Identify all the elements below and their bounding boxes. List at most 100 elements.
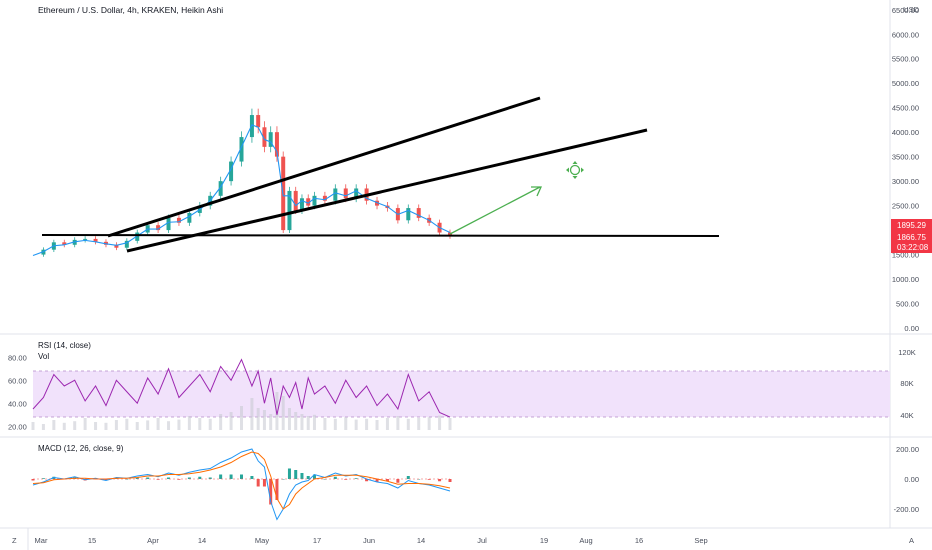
price-tick-label: 4000.00 [892,128,919,137]
macd-histogram-bar [41,478,45,479]
rsi-label: RSI (14, close) [38,341,91,350]
candle-body [114,244,119,248]
rsi-tick-label: 80.00 [8,353,27,362]
volume-bar [262,410,266,430]
time-tick-label: Mar [35,536,48,545]
volume-bar [323,418,327,430]
macd-histogram-bar [396,479,400,483]
candle-body [256,115,261,128]
macd-histogram-bar [438,479,442,482]
upper-trendline[interactable] [107,96,541,238]
candle-body [312,195,317,206]
time-tick-label: 14 [417,536,425,545]
volume-bar [229,412,233,430]
candle-body [406,208,411,221]
auto-scale-icon[interactable]: A [909,536,914,545]
candle-body [187,212,192,223]
price-tick-label: 3000.00 [892,177,919,186]
volume-bar [125,418,129,430]
candle-body [416,208,421,218]
candle-body [333,188,338,201]
volume-bar [269,414,273,430]
volume-bar [83,418,87,430]
macd-label: MACD (12, 26, close, 9) [38,444,124,453]
candle-body [322,195,327,201]
macd-histogram-bar [262,479,266,487]
candle-body [268,132,273,147]
price-tick-label: 500.00 [896,300,919,309]
last-price: 1895.29 [897,221,926,230]
macd-axis: 200.00 0.00 -200.00 [894,445,919,514]
volume-bar [275,392,279,430]
macd-histogram-bar [365,479,369,482]
candle-body [274,132,279,157]
volume-bar [114,420,118,430]
time-axis: Mar 15 Apr 14 May 17 Jun 14 Jul 19 Aug 16 Sep [35,536,708,545]
macd-histogram-bar [333,476,337,479]
macd-histogram-bar [229,474,233,479]
crosshair-move-icon[interactable] [566,161,584,179]
countdown-timer: 03:22:08 [897,243,929,252]
arrow-head-icon [531,186,543,197]
macd-line [32,448,451,521]
vol-label: Vol [38,352,49,361]
candle-body [306,198,311,206]
middle-trendline[interactable] [126,128,648,253]
rsi-pane[interactable] [32,358,451,418]
volume-bar [187,416,191,430]
time-tick-label: Jun [363,536,375,545]
macd-histogram-bar [135,477,139,479]
macd-tick-label: 200.00 [896,445,919,454]
macd-histogram-bar [104,479,108,481]
price-tick-label: 0.00 [904,324,919,333]
macd-histogram-bar [306,476,310,479]
macd-histogram-bar [406,476,410,479]
timezone-icon[interactable]: Z [12,536,17,545]
volume-bar [198,418,202,430]
volume-bar [31,422,35,430]
candle-body [135,232,140,241]
macd-histogram-bar [177,479,181,480]
volume-bar [365,418,369,430]
candle-body [262,127,267,147]
price-tags: 1895.29 1866.75 03:22:08 [891,219,932,253]
volume-tick-label: 40K [900,411,913,420]
volume-tick-label: 120K [898,348,916,357]
currency-label: USD [903,5,919,14]
time-tick-label: Apr [147,536,159,545]
volume-bar [333,418,337,430]
volume-bar [294,412,298,430]
support-line[interactable] [41,234,720,237]
macd-histogram-bar [250,476,254,479]
candle-body [354,188,359,199]
volume-axis: 120K 80K 40K [898,348,916,420]
projection-arrow[interactable] [449,186,541,235]
rsi-tick-label: 20.00 [8,422,27,431]
macd-histogram-bar [312,474,316,479]
candle-body [156,225,161,231]
macd-histogram-bar [219,474,223,479]
price-tick-label: 1000.00 [892,275,919,284]
volume-bar [41,424,45,430]
time-tick-label: Jul [477,536,487,545]
price-tick-label: 1500.00 [892,251,919,260]
price-tick-label: 5500.00 [892,55,919,64]
macd-histogram-bar [269,479,273,505]
macd-histogram-bar [427,479,431,480]
volume-bar [427,417,431,430]
price-tick-label: 6000.00 [892,30,919,39]
macd-pane[interactable] [31,448,452,521]
volume-bar [135,422,139,430]
volume-bar [256,408,260,430]
volume-bar [312,414,316,430]
time-tick-label: Sep [694,536,707,545]
trendlines[interactable] [41,96,720,253]
volume-bars [31,392,452,430]
macd-histogram-bar [146,477,150,479]
candle-body [176,217,181,223]
macd-tick-label: -200.00 [894,505,919,514]
macd-histogram-bar [208,477,212,479]
rsi-band [33,371,890,417]
macd-histogram-bar [448,479,452,482]
